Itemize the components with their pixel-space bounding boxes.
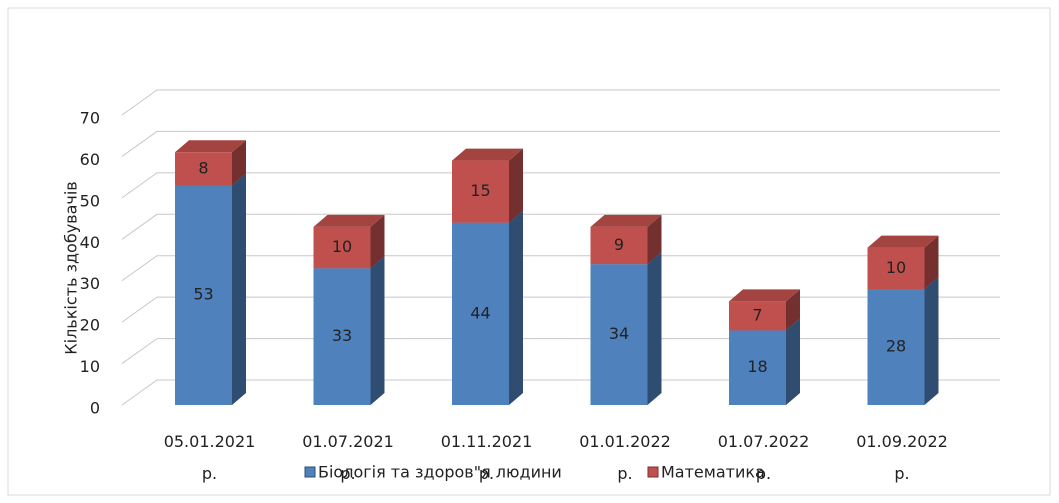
y-tick-label: 0	[90, 399, 100, 418]
bar-segment	[313, 214, 385, 269]
bar-side	[509, 210, 523, 405]
y-tick-label: 10	[80, 357, 100, 376]
bar-front	[867, 289, 925, 405]
bar-side	[786, 318, 800, 405]
data-label: 15	[470, 181, 490, 200]
x-tick-label: 01.11.2021 р.	[441, 432, 533, 483]
bar-top	[729, 289, 800, 302]
bar-side	[924, 277, 939, 405]
bar-segment	[590, 252, 662, 405]
x-tick-label: 05.01.2021 р.	[164, 432, 256, 483]
bar-segment	[590, 214, 662, 265]
bar-top	[175, 140, 246, 153]
bar-side	[370, 214, 385, 269]
grid-line	[121, 89, 1000, 116]
bar-top	[590, 214, 662, 227]
y-tick-label: 30	[80, 274, 100, 293]
x-tick-label: 01.01.2022 р.	[579, 432, 671, 483]
bar-side	[786, 289, 800, 331]
legend-swatch	[647, 466, 659, 478]
grid-line	[121, 255, 1000, 282]
bar-front	[590, 264, 648, 405]
bar-segment	[867, 235, 939, 289]
bar-segment	[729, 289, 800, 331]
bar-front	[729, 330, 786, 405]
bar-front	[175, 185, 232, 405]
data-label: 10	[886, 258, 906, 277]
grid-line	[121, 172, 1000, 199]
bar-front	[867, 247, 925, 289]
bar-side	[509, 148, 523, 223]
bar-front	[452, 222, 509, 405]
data-label: 8	[198, 158, 208, 177]
grid-line	[121, 213, 1000, 240]
bar-top	[313, 214, 385, 227]
data-label: 9	[614, 235, 624, 254]
grid-line	[121, 338, 1000, 364]
grid-line	[121, 379, 1000, 406]
data-label: 44	[470, 303, 490, 322]
data-label: 28	[886, 337, 906, 356]
data-label: 33	[332, 326, 352, 345]
grid-line	[121, 296, 1000, 323]
bar-front	[313, 268, 371, 405]
bar-front	[729, 301, 786, 331]
bar-side	[647, 252, 662, 405]
legend-label: Біологія та здоров"я людини	[318, 463, 562, 482]
y-tick-label: 60	[80, 150, 100, 169]
x-tick-label: 01.07.2022 р.	[718, 432, 810, 483]
y-tick-label: 70	[80, 109, 100, 128]
x-tick-label: 01.07.2021 р.	[302, 432, 394, 483]
bar-side	[370, 256, 385, 405]
bar-side	[924, 235, 939, 289]
bar-segment	[175, 140, 246, 186]
x-tick-label: 01.09.2022 р.	[856, 432, 948, 483]
bar-front	[590, 226, 648, 265]
bar-top	[452, 148, 523, 161]
data-label: 18	[747, 357, 767, 376]
bar-side	[232, 140, 246, 186]
y-tick-label: 50	[80, 191, 100, 210]
bar-front	[313, 226, 371, 269]
y-axis-label: Кількість здобувачів	[62, 181, 81, 354]
legend-swatch	[304, 466, 316, 478]
bar-front	[175, 152, 232, 186]
bar-side	[232, 173, 246, 405]
bar-front	[452, 160, 509, 223]
legend-label: Математика	[661, 463, 765, 482]
bar-segment	[452, 148, 523, 223]
data-label: 10	[332, 237, 352, 256]
bar-side	[647, 214, 662, 265]
y-tick-label: 20	[80, 316, 100, 335]
data-label: 53	[193, 285, 213, 304]
grid-line	[121, 130, 1000, 157]
data-label: 7	[752, 305, 762, 324]
bar-segment	[175, 173, 246, 405]
bar-top	[867, 235, 939, 248]
data-label: 34	[609, 324, 629, 343]
y-tick-label: 40	[80, 233, 100, 252]
